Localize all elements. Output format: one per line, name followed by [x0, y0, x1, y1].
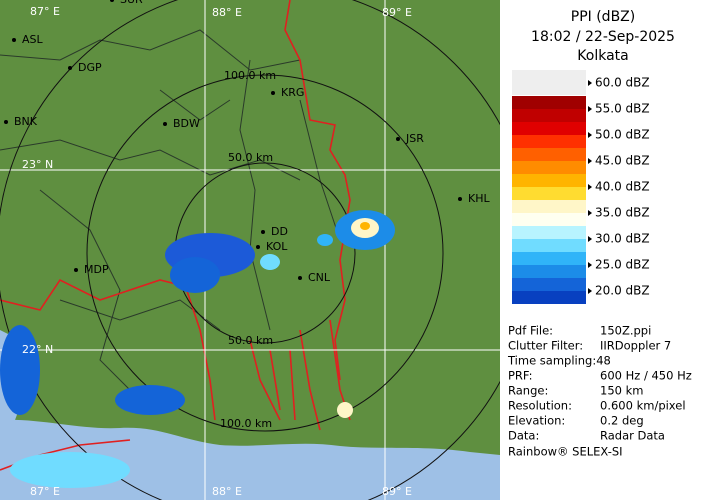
place-label: DGP	[78, 61, 102, 74]
place-dot	[4, 120, 8, 124]
place-label: BDW	[173, 117, 200, 130]
info-value: 150 km	[600, 384, 643, 398]
place-dot	[74, 268, 78, 272]
place-dot	[261, 230, 265, 234]
info-value: 600 Hz / 450 Hz	[600, 369, 692, 383]
panel-title: PPI (dBZ)	[571, 9, 635, 25]
ring-label: 50.0 km	[228, 334, 273, 347]
scale-arrow	[588, 210, 592, 216]
info-label: Resolution:	[508, 399, 572, 413]
place-dot	[12, 38, 16, 42]
place-label: KRG	[281, 86, 304, 99]
info-value: Radar Data	[600, 429, 665, 443]
scale-label: 50.0 dBZ	[595, 128, 650, 142]
panel-site: Kolkata	[577, 48, 628, 64]
panel-time: 18:02 / 22-Sep-2025	[531, 29, 675, 45]
place-dot	[271, 91, 275, 95]
scale-band	[512, 252, 586, 265]
scale-band	[512, 226, 586, 239]
scale-label: 20.0 dBZ	[595, 284, 650, 298]
scale-band	[512, 174, 586, 187]
info-value: 0.600 km/pixel	[600, 399, 686, 413]
scale-band	[512, 122, 586, 135]
place-label: MDP	[84, 263, 109, 276]
info-value: 150Z.ppi	[600, 324, 651, 338]
place-dot	[298, 276, 302, 280]
scale-arrow	[588, 132, 592, 138]
footer: Rainbow® SELEX-SI	[508, 445, 623, 459]
info-value: 0.2 deg	[600, 414, 644, 428]
info-label: Data:	[508, 429, 539, 443]
info-label: Clutter Filter:	[508, 339, 583, 353]
scale-arrow	[588, 288, 592, 294]
scale-label: 25.0 dBZ	[595, 258, 650, 272]
grid-label: 88° E	[212, 485, 242, 498]
scale-arrow	[588, 158, 592, 164]
place-dot	[458, 197, 462, 201]
scale-label: 35.0 dBZ	[595, 206, 650, 220]
scale-label: 40.0 dBZ	[595, 180, 650, 194]
place-label: CNL	[308, 271, 331, 284]
scale-arrow	[588, 184, 592, 190]
scale-band	[512, 239, 586, 252]
grid-label: 87° E	[30, 485, 60, 498]
scale-band	[512, 200, 586, 213]
scale-arrow	[588, 236, 592, 242]
scale-label: 30.0 dBZ	[595, 232, 650, 246]
scale-label: 55.0 dBZ	[595, 102, 650, 116]
scale-band	[512, 187, 586, 200]
place-dot	[163, 122, 167, 126]
scale-arrow	[588, 262, 592, 268]
info-label: Time sampling:48	[507, 354, 611, 368]
place-label: KOL	[266, 240, 288, 253]
grid-label: 89° E	[382, 6, 412, 19]
grid-label: 23° N	[22, 158, 53, 171]
scale-band	[512, 265, 586, 278]
scale-arrow	[588, 80, 592, 86]
place-dot	[396, 137, 400, 141]
place-label: DD	[271, 225, 288, 238]
grid-label: 88° E	[212, 6, 242, 19]
grid-label: 89° E	[382, 485, 412, 498]
place-label: KHL	[468, 192, 490, 205]
scale-band	[512, 96, 586, 109]
grid-label: 87° E	[30, 5, 60, 18]
scale-band	[512, 148, 586, 161]
info-label: Range:	[508, 384, 548, 398]
place-label: SUR	[120, 0, 143, 6]
info-label: Elevation:	[508, 414, 565, 428]
scale-band	[512, 213, 586, 226]
place-label: JSR	[405, 132, 424, 145]
scale-label: 60.0 dBZ	[595, 76, 650, 90]
ring-label: 100.0 km	[220, 417, 272, 430]
radar-echoes	[0, 210, 395, 488]
scale-band	[512, 109, 586, 122]
place-label: BNK	[14, 115, 38, 128]
place-dot	[110, 0, 114, 2]
scale-label: 45.0 dBZ	[595, 154, 650, 168]
scale-band	[512, 291, 586, 304]
grid-label: 22° N	[22, 343, 53, 356]
scale-top	[512, 70, 586, 95]
scale-band	[512, 135, 586, 148]
ring-label: 100.0 km	[224, 69, 276, 82]
ring-label: 50.0 km	[228, 151, 273, 164]
place-dot	[256, 245, 260, 249]
scale-band	[512, 161, 586, 174]
info-value: IIRDoppler 7	[600, 339, 671, 353]
scale-band	[512, 278, 586, 291]
place-dot	[68, 66, 72, 70]
place-label: ASL	[22, 33, 44, 46]
info-label: Pdf File:	[508, 324, 553, 338]
info-label: PRF:	[508, 369, 533, 383]
scale-arrow	[588, 106, 592, 112]
